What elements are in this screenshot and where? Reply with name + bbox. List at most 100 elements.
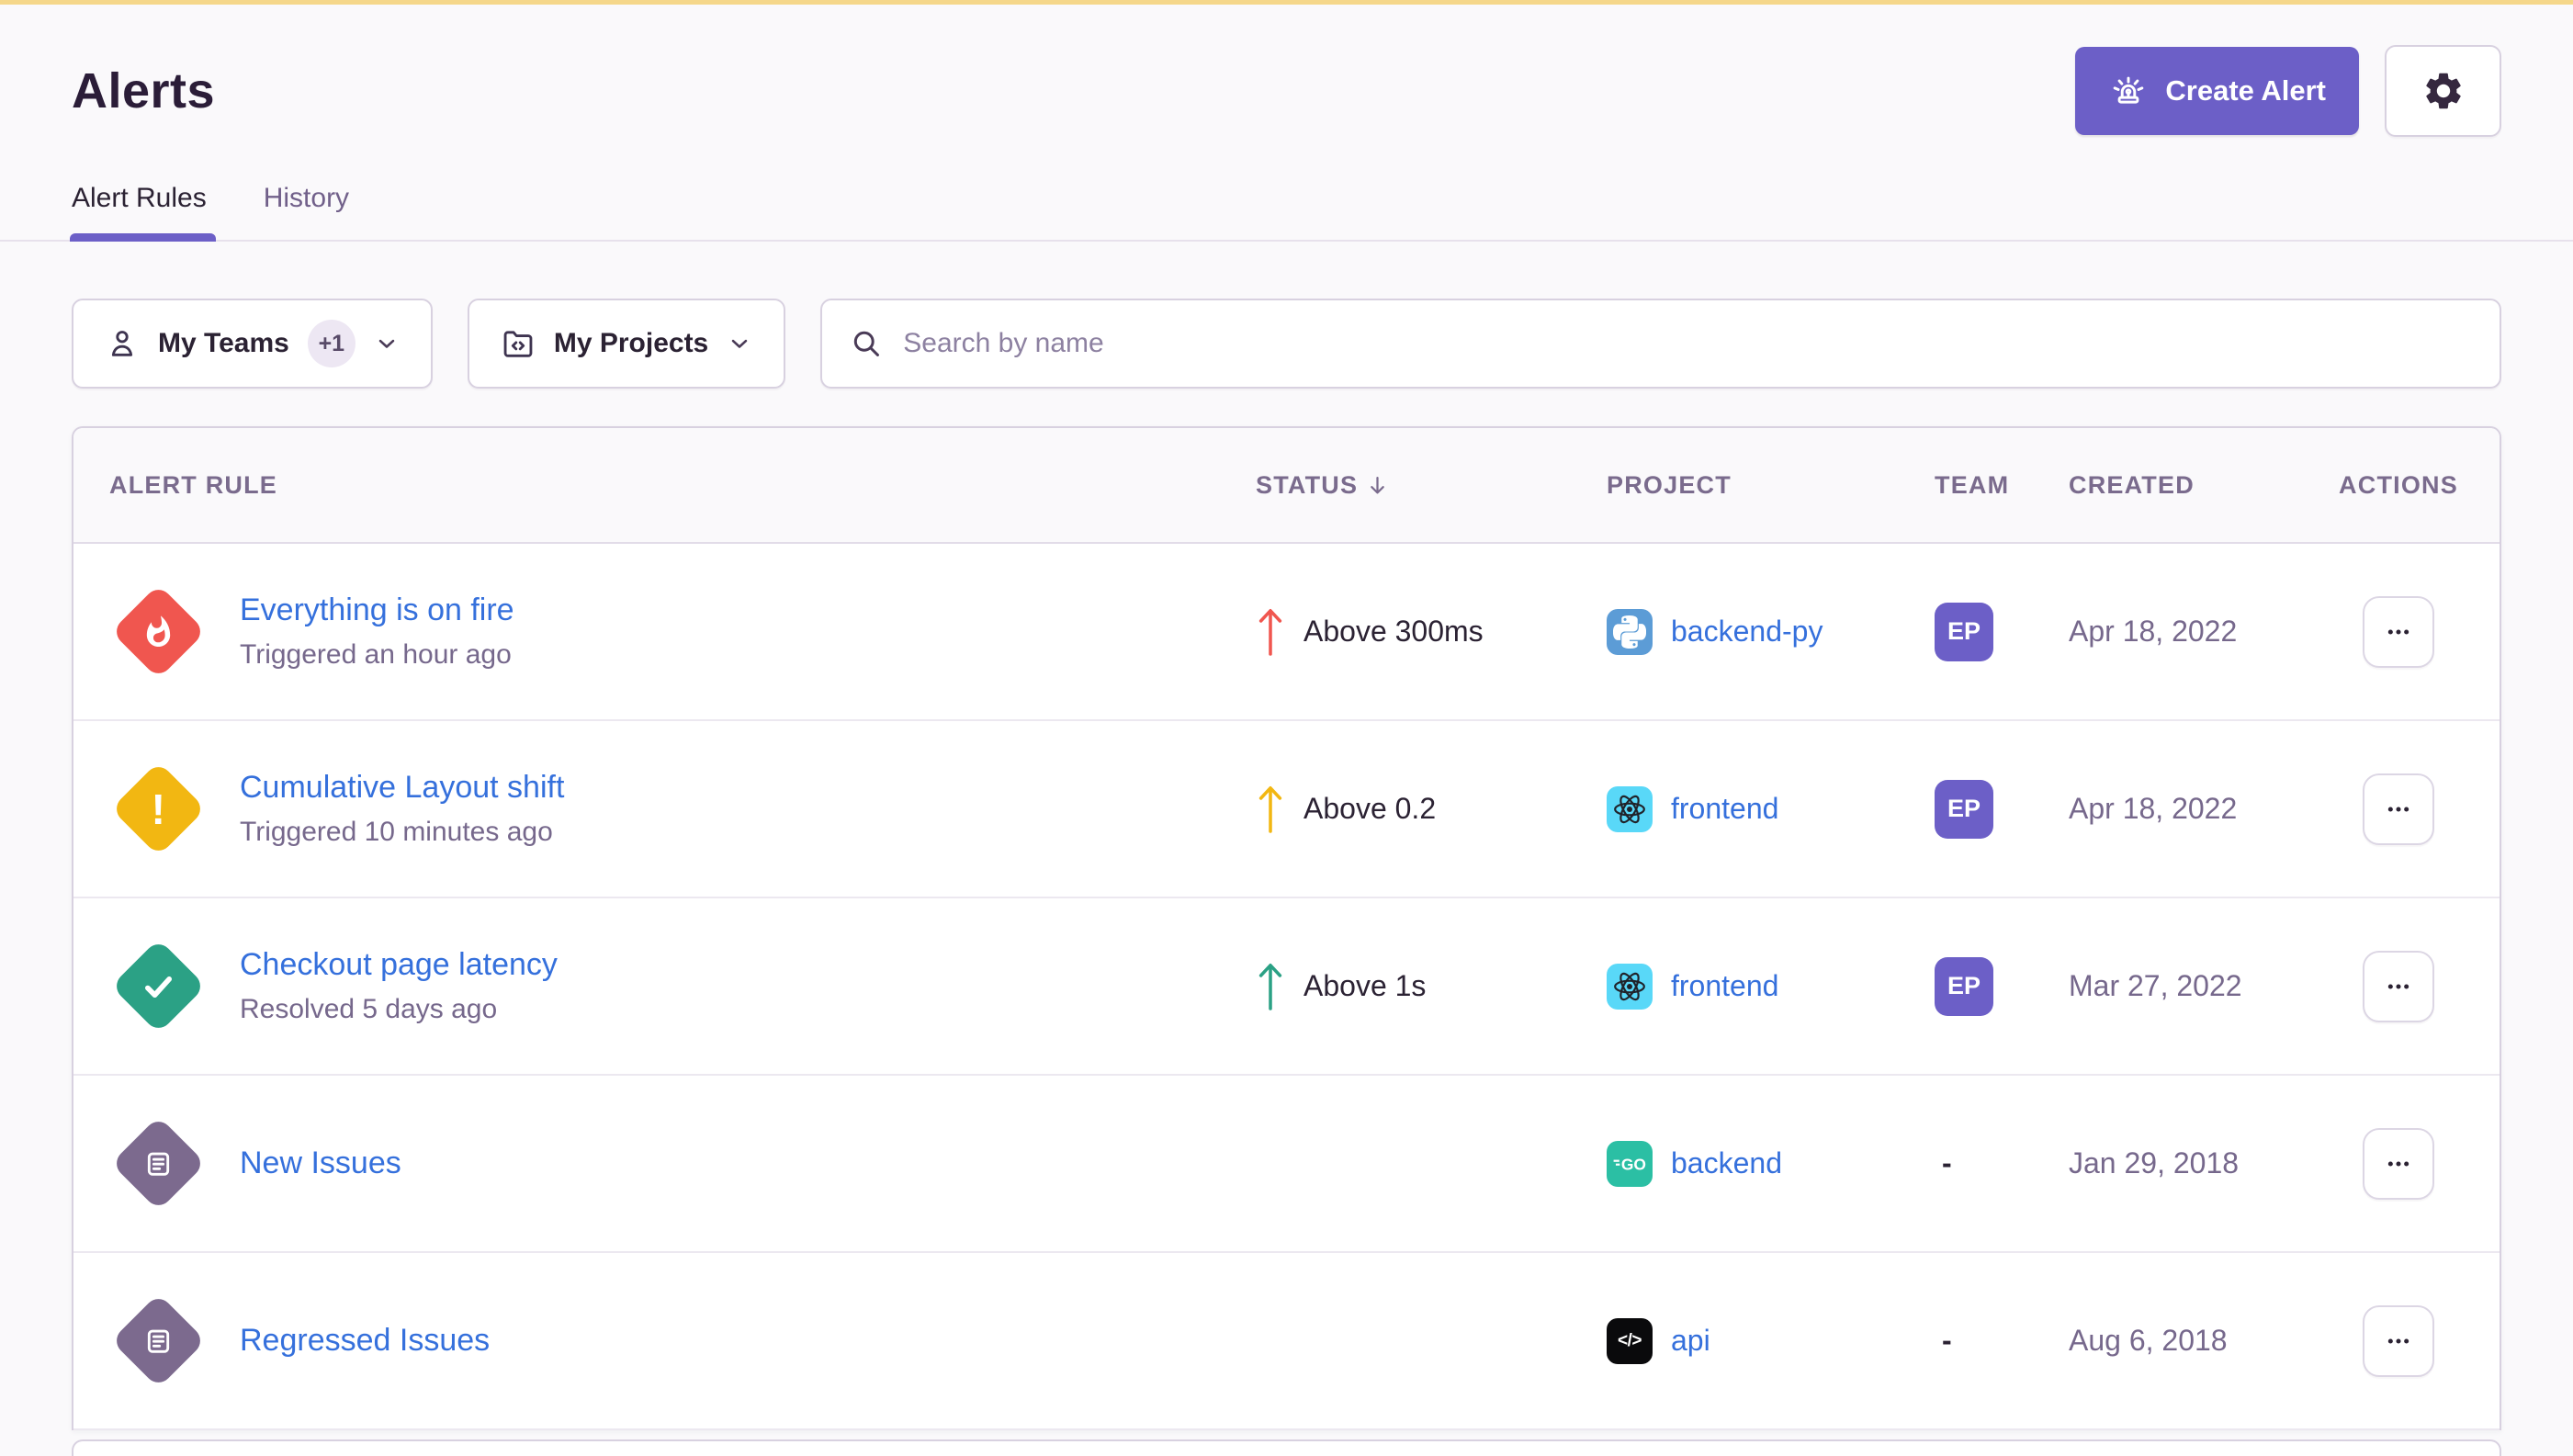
team-badge: EP	[1935, 779, 1993, 839]
table-row: Checkout page latency Resolved 5 days ag…	[73, 898, 2500, 1076]
alert-rule-cell: ! Cumulative Layout shift Triggered 10 m…	[109, 761, 1256, 857]
sort-descending-icon	[1365, 473, 1390, 498]
row-actions-button[interactable]	[2363, 1127, 2434, 1200]
created-cell: Apr 18, 2022	[2069, 792, 2238, 825]
actions-cell	[2333, 595, 2464, 668]
team-cell: -	[1935, 1146, 2069, 1180]
severity-diamond-warning: !	[109, 761, 207, 857]
alert-rule-link[interactable]: Regressed Issues	[240, 1323, 491, 1358]
severity-diamond-issue	[109, 1115, 207, 1212]
table-next-row-partial	[72, 1439, 2501, 1456]
project-cell: frontend	[1607, 963, 1935, 1010]
project-link[interactable]: backend-py	[1671, 615, 1823, 648]
row-actions-button[interactable]	[2363, 773, 2434, 845]
teams-filter-dropdown[interactable]: My Teams +1	[72, 299, 433, 389]
table-header-row: ALERT RULE STATUS PROJECT TEAM CREATED A…	[73, 428, 2500, 544]
python-platform-icon	[1607, 608, 1653, 655]
chevron-down-icon	[727, 331, 752, 356]
tab-history[interactable]: History	[264, 183, 349, 240]
project-link[interactable]: api	[1671, 1324, 1710, 1357]
severity-diamond-resolved	[109, 938, 207, 1034]
team-badge: EP	[1935, 602, 1993, 661]
team-none-dash: -	[1942, 1324, 1952, 1357]
alert-rule-subtitle: Triggered 10 minutes ago	[240, 817, 553, 847]
team-badge: EP	[1935, 956, 1993, 1016]
projects-folder-icon	[501, 326, 536, 361]
actions-cell	[2333, 1304, 2464, 1377]
actions-cell	[2333, 950, 2464, 1022]
svg-text:GO: GO	[1621, 1155, 1646, 1173]
react-platform-icon	[1607, 785, 1653, 832]
page-title: Alerts	[72, 63, 216, 119]
status-cell: Above 1s	[1256, 960, 1607, 1013]
project-cell: frontend	[1607, 785, 1935, 832]
header-actions: Create Alert	[2075, 45, 2501, 137]
table-row: New Issues GO backend - Jan 29, 2018	[73, 1076, 2500, 1253]
row-actions-button[interactable]	[2363, 595, 2434, 668]
created-cell: Aug 6, 2018	[2069, 1324, 2228, 1357]
project-cell: </> api	[1607, 1317, 1935, 1364]
created-cell: Apr 18, 2022	[2069, 615, 2238, 648]
search-field	[820, 299, 2501, 389]
actions-cell	[2333, 773, 2464, 845]
page-header: Alerts Create Alert	[72, 45, 2501, 137]
filter-bar: My Teams +1 My Projects	[72, 299, 2501, 389]
alert-rule-subtitle: Resolved 5 days ago	[240, 994, 498, 1024]
project-link[interactable]: backend	[1671, 1146, 1782, 1179]
team-cell: EP	[1935, 956, 2069, 1016]
chevron-down-icon	[374, 331, 400, 356]
ellipsis-icon	[2384, 617, 2413, 647]
column-header-created: CREATED	[2069, 470, 2195, 499]
project-cell: GO backend	[1607, 1140, 1935, 1187]
user-icon	[105, 326, 140, 361]
severity-diamond-critical	[109, 583, 207, 680]
project-link[interactable]: frontend	[1671, 969, 1779, 1002]
row-actions-button[interactable]	[2363, 1304, 2434, 1377]
alert-rule-subtitle: Triggered an hour ago	[240, 639, 512, 670]
create-alert-label: Create Alert	[2165, 74, 2326, 107]
project-link[interactable]: frontend	[1671, 792, 1779, 825]
fire-icon	[141, 615, 175, 649]
row-actions-button[interactable]	[2363, 950, 2434, 1022]
settings-button[interactable]	[2385, 45, 2501, 137]
teams-filter-label: My Teams	[158, 328, 289, 358]
alert-rule-link[interactable]: Cumulative Layout shift	[240, 770, 565, 805]
search-input[interactable]	[903, 328, 2472, 359]
created-cell: Jan 29, 2018	[2069, 1146, 2240, 1179]
column-header-status[interactable]: STATUS	[1256, 471, 1607, 500]
table-row: ! Cumulative Layout shift Triggered 10 m…	[73, 721, 2500, 898]
teams-count-badge: +1	[307, 320, 355, 367]
column-header-team: TEAM	[1935, 470, 2010, 499]
status-threshold: Above 300ms	[1303, 615, 1484, 648]
alerts-page: Alerts Create Alert	[0, 45, 2573, 1456]
alert-rule-cell: Regressed Issues	[109, 1292, 1256, 1389]
tab-alert-rules[interactable]: Alert Rules	[70, 183, 216, 242]
projects-filter-dropdown[interactable]: My Projects	[467, 299, 786, 389]
search-icon	[850, 327, 883, 360]
status-threshold: Above 1s	[1303, 969, 1427, 1002]
alert-rules-table: ALERT RULE STATUS PROJECT TEAM CREATED A…	[72, 426, 2501, 1430]
arrow-up-icon	[1256, 783, 1285, 836]
ellipsis-icon	[2384, 972, 2413, 1001]
status-header-label: STATUS	[1256, 470, 1359, 499]
issues-stack-icon	[141, 1325, 175, 1358]
alert-rule-link[interactable]: Checkout page latency	[240, 947, 558, 982]
siren-icon	[2108, 71, 2149, 111]
ellipsis-icon	[2384, 1149, 2413, 1179]
alert-rule-link[interactable]: Everything is on fire	[240, 593, 514, 627]
create-alert-button[interactable]: Create Alert	[2075, 47, 2359, 135]
code-platform-icon: </>	[1607, 1317, 1653, 1364]
team-cell: EP	[1935, 602, 2069, 661]
arrow-up-icon	[1256, 960, 1285, 1013]
alert-rule-cell: New Issues	[109, 1115, 1256, 1212]
alert-rule-link[interactable]: New Issues	[240, 1146, 401, 1180]
status-cell: Above 0.2	[1256, 783, 1607, 836]
table-row: Regressed Issues </> api - Aug 6, 2018	[73, 1253, 2500, 1430]
severity-diamond-issue	[109, 1292, 207, 1389]
top-accent-strip	[0, 0, 2573, 5]
checkmark-icon	[140, 968, 176, 1005]
ellipsis-icon	[2384, 795, 2413, 824]
team-none-dash: -	[1942, 1146, 1952, 1179]
column-header-alert-rule: ALERT RULE	[109, 470, 277, 499]
actions-cell	[2333, 1127, 2464, 1200]
